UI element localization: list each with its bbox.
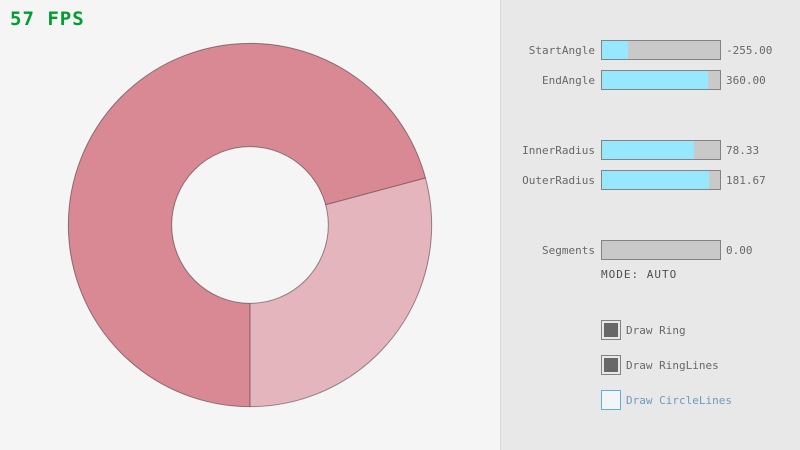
innerradius-slider[interactable] <box>601 140 721 160</box>
outerradius-slider[interactable] <box>601 170 721 190</box>
checkbox-label: Draw CircleLines <box>626 394 732 407</box>
slider-row-innerradius: InnerRadius 78.33 <box>501 140 800 160</box>
checkbox-label: Draw Ring <box>626 324 686 337</box>
draw-ringlines-checkbox[interactable] <box>601 355 621 375</box>
slider-fill <box>602 71 709 89</box>
slider-value: 181.67 <box>726 174 766 187</box>
checkbox-label: Draw RingLines <box>626 359 719 372</box>
slider-value: -255.00 <box>726 44 773 57</box>
segments-slider[interactable] <box>601 240 721 260</box>
slider-row-endangle: EndAngle 360.00 <box>501 70 800 90</box>
draw-ring-checkbox[interactable] <box>601 320 621 340</box>
ring-canvas <box>67 42 433 408</box>
slider-label: EndAngle <box>542 74 595 87</box>
slider-label: StartAngle <box>528 44 595 57</box>
checkmark <box>604 323 618 337</box>
slider-row-segments: Segments 0.00 <box>501 240 800 260</box>
controls-panel: StartAngle -255.00 EndAngle 360.00 Inner… <box>500 0 800 450</box>
startangle-slider[interactable] <box>601 40 721 60</box>
endangle-slider[interactable] <box>601 70 721 90</box>
slider-label: OuterRadius <box>522 174 595 187</box>
slider-row-startangle: StartAngle -255.00 <box>501 40 800 60</box>
slider-label: InnerRadius <box>522 144 595 157</box>
slider-fill <box>602 41 628 59</box>
slider-fill <box>602 171 710 189</box>
slider-value: 78.33 <box>726 144 760 157</box>
fps-counter: 57 FPS <box>10 8 85 30</box>
slider-value: 360.00 <box>726 74 766 87</box>
slider-row-outerradius: OuterRadius 181.67 <box>501 170 800 190</box>
slider-fill <box>602 141 695 159</box>
checkmark <box>604 393 618 407</box>
checkmark <box>604 358 618 372</box>
slider-value: 0.00 <box>726 244 753 257</box>
draw-circlelines-checkbox[interactable] <box>601 390 621 410</box>
segments-mode-label: MODE: AUTO <box>601 268 678 281</box>
slider-label: Segments <box>542 244 595 257</box>
